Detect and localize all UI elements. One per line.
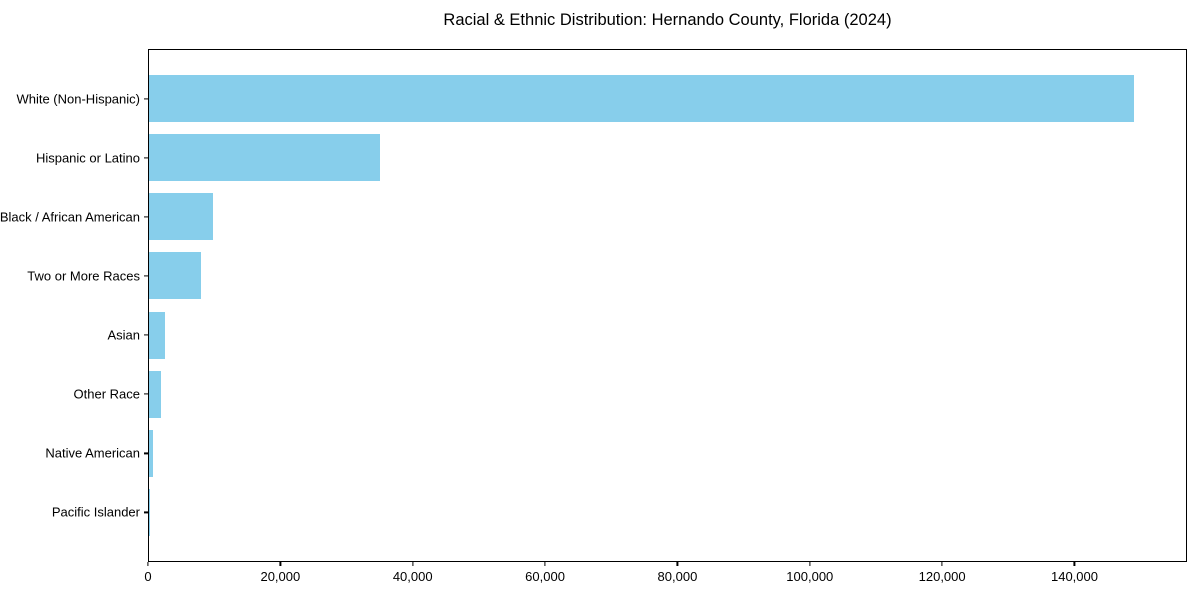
x-tick-label: 80,000 [657,569,698,584]
x-tick-label: 0 [144,569,152,584]
x-tick-mark [544,562,546,566]
y-tick-mark [144,511,148,514]
y-tick-mark [144,97,148,100]
plot-area [148,49,1187,562]
y-tick-mark [144,393,148,395]
bar-other-race [149,370,161,418]
chart-title: Racial & Ethnic Distribution: Hernando C… [443,11,892,29]
x-tick-label: 60,000 [525,569,565,584]
bar-native-american [149,429,153,477]
bar-row [149,306,1186,365]
y-tick-label: Asian [107,327,140,343]
bar-pacific-islander [149,488,150,536]
x-tick-mark [1073,562,1076,566]
bar-row [149,483,1186,542]
bar-row [149,424,1186,483]
bar-two-or-more-races [149,252,201,300]
bar-white-non-hispanic [149,75,1135,123]
y-tick-label: Hispanic or Latino [35,150,140,166]
y-tick-mark [144,452,148,454]
x-tick-label: 100,000 [786,569,834,584]
y-tick-label: White (Non-Hispanic) [16,91,140,107]
bar-hispanic-or-latino [149,134,381,182]
x-tick-mark [147,562,149,566]
bar-row [149,69,1186,128]
x-tick-label: 120,000 [918,569,966,584]
x-tick-label: 140,000 [1050,569,1098,584]
x-tick-mark [412,562,414,566]
bar-row [149,187,1186,246]
y-tick-label: Black / African American [0,209,140,225]
bar-black-african-american [149,193,213,241]
y-tick-label: Native American [45,445,140,461]
y-tick-mark [144,275,148,277]
bar-row [149,128,1186,187]
y-tick-label: Pacific Islander [51,504,140,520]
x-tick-label: 20,000 [260,569,301,584]
x-tick-label: 40,000 [392,569,433,584]
x-tick-mark [941,562,943,566]
y-tick-label: Two or More Races [27,268,140,284]
x-tick-mark [279,562,281,566]
x-tick-mark [809,562,811,566]
y-tick-mark [144,216,148,218]
bar-asian [149,311,165,359]
y-tick-mark [144,334,148,336]
bar-row [149,365,1186,424]
bar-row [149,246,1186,305]
y-tick-label: Other Race [73,386,140,402]
x-tick-mark [676,562,679,566]
y-tick-mark [144,157,148,159]
